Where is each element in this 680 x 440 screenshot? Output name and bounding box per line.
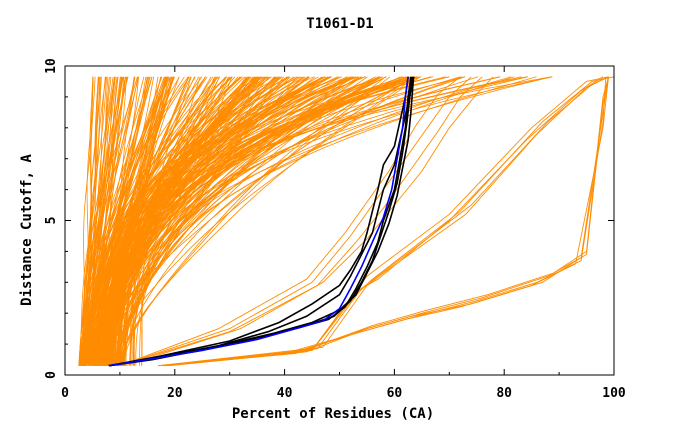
bulk-curve-240 — [101, 76, 278, 366]
bulk-curve-63 — [81, 76, 94, 366]
y-tick-label: 5 — [44, 217, 59, 225]
bulk-curve-202 — [119, 76, 417, 366]
bulk-curve-138 — [85, 76, 243, 366]
bulk-curve-tail-10 — [119, 76, 472, 367]
bulk-curve-266 — [103, 76, 311, 366]
bulk-curve-267 — [94, 76, 288, 366]
bulk-curve-285 — [141, 76, 403, 366]
bulk-curve-87 — [89, 76, 203, 366]
bulk-curve-tail-3 — [158, 76, 609, 367]
bulk-curve-227 — [123, 76, 325, 366]
bulk-curve-250 — [95, 76, 263, 366]
bulk-curve-279 — [125, 76, 553, 366]
y-tick-label: 10 — [44, 58, 59, 74]
bulk-curve-286 — [115, 76, 418, 366]
bulk-curve-114 — [90, 76, 171, 366]
bulk-curve-291 — [117, 76, 528, 366]
x-tick-label: 80 — [496, 386, 512, 401]
bulk-curve-289 — [111, 76, 552, 366]
bulk-curve-253 — [102, 76, 277, 366]
x-tick-label: 40 — [277, 386, 293, 401]
bulk-curve-263 — [92, 76, 280, 366]
axes: 0 20 40 60 80 100 0 5 10 — [44, 58, 626, 401]
x-tick-label: 0 — [61, 386, 69, 401]
chart-title: T1061-D1 — [306, 16, 373, 32]
bulk-curve-tail-13 — [119, 76, 461, 367]
bulk-curve-tail-11 — [119, 76, 483, 367]
bulk-curve-tail-7 — [169, 76, 609, 367]
bulk-curve-287 — [132, 76, 466, 366]
bulk-curve-256 — [97, 76, 412, 366]
highlight-curve-4 — [108, 76, 409, 367]
bulk-curve-235 — [99, 76, 330, 366]
bulk-curve-292 — [112, 76, 461, 366]
bulk-curve-294 — [130, 76, 537, 366]
bulk-curve-22 — [81, 76, 115, 366]
bulk-curve-280 — [113, 76, 479, 366]
y-tick-label: 0 — [44, 371, 59, 379]
bulk-curve-46 — [78, 76, 106, 366]
bulk-curve-293 — [129, 76, 500, 366]
bulk-curve-290 — [118, 76, 422, 366]
bulk-curve-265 — [98, 76, 261, 366]
x-tick-label: 60 — [387, 386, 403, 401]
x-tick-label: 100 — [602, 386, 626, 401]
highlight-curve-2 — [108, 76, 415, 367]
x-tick-label: 20 — [167, 386, 183, 401]
bulk-curve-242 — [105, 76, 348, 366]
x-axis-label: Percent of Residues (CA) — [232, 406, 434, 422]
bulk-curve-tail-9 — [163, 76, 609, 367]
plot-area — [78, 76, 615, 367]
bulk-curve-64 — [78, 76, 129, 366]
bulk-curve-190 — [112, 76, 418, 366]
bulk-curve-243 — [118, 76, 387, 366]
bulk-curve-tail-4 — [163, 76, 604, 367]
bulk-curve-288 — [132, 76, 432, 366]
bulk-curve-67 — [78, 76, 123, 366]
y-axis-label: Distance Cutoff, A — [19, 154, 35, 306]
highlight-curve-5 — [108, 76, 409, 367]
bulk-curve-226 — [99, 76, 265, 366]
